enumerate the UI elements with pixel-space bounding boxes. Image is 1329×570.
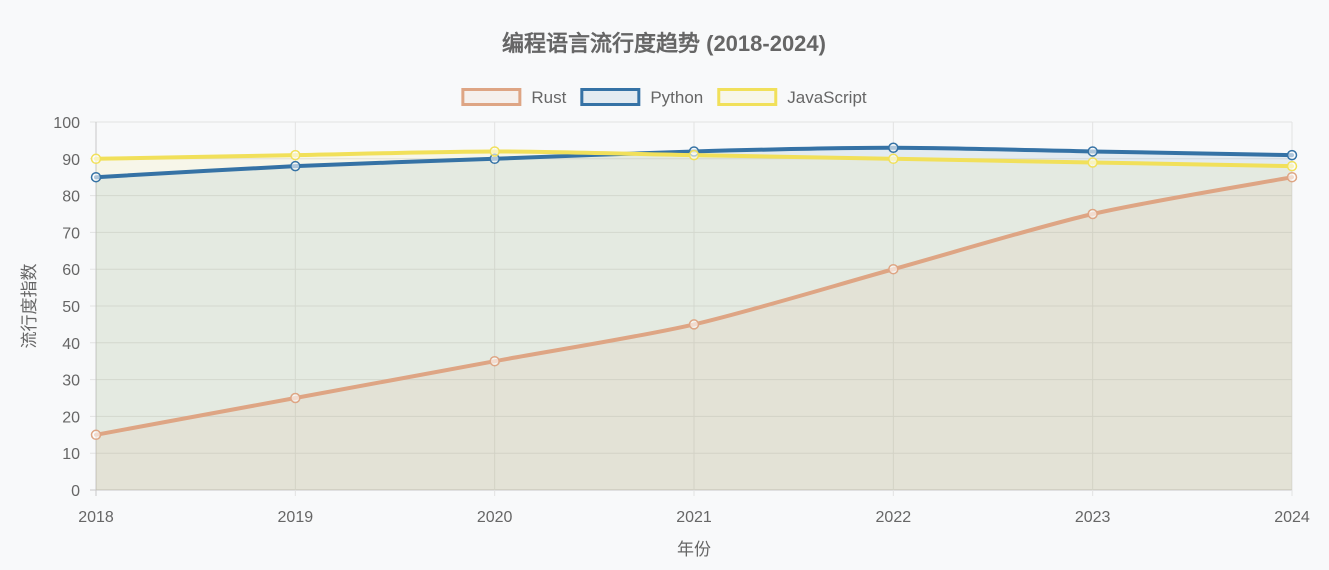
- data-point-javascript[interactable]: [290, 149, 301, 161]
- legend-item-javascript[interactable]: JavaScript: [717, 88, 867, 107]
- x-tick-label: 2020: [477, 509, 513, 526]
- legend[interactable]: Rust Python JavaScript: [461, 88, 867, 107]
- y-tick-label: 60: [62, 262, 80, 279]
- data-point-rust[interactable]: [688, 319, 700, 330]
- data-point-rust[interactable]: [489, 355, 500, 367]
- data-point-javascript[interactable]: [489, 146, 500, 157]
- y-tick-label: 10: [62, 446, 80, 463]
- y-tick-label: 40: [62, 336, 80, 353]
- x-tick-label: 2023: [1075, 509, 1111, 526]
- x-axis-ticks: 2018 2019 2020 2021 2022 2023 2024: [78, 509, 1310, 526]
- data-point-javascript[interactable]: [90, 153, 102, 165]
- x-tick-label: 2021: [676, 509, 712, 526]
- legend-swatch-python: [580, 88, 641, 106]
- data-point-python[interactable]: [290, 160, 301, 172]
- y-tick-label: 100: [53, 115, 80, 132]
- y-tick-label: 50: [62, 299, 80, 316]
- y-tick-label: 70: [62, 225, 80, 242]
- x-tick-label: 2024: [1274, 509, 1310, 526]
- y-tick-label: 90: [62, 152, 80, 169]
- data-point-rust[interactable]: [888, 263, 899, 275]
- y-tick-label: 80: [62, 189, 80, 206]
- legend-label-javascript: JavaScript: [787, 88, 867, 107]
- data-point-javascript[interactable]: [888, 153, 899, 165]
- data-point-javascript[interactable]: [1087, 157, 1098, 168]
- legend-item-python[interactable]: Python: [580, 88, 703, 107]
- data-point-rust[interactable]: [1286, 171, 1298, 183]
- grid: [90, 121, 1293, 496]
- y-axis-title: 流行度指数: [20, 264, 39, 349]
- series-fill-rust: [96, 177, 1292, 490]
- data-point-javascript[interactable]: [1286, 160, 1298, 172]
- series-points: [90, 142, 1298, 441]
- x-tick-label: 2022: [876, 509, 912, 526]
- legend-swatch-rust: [461, 88, 522, 106]
- series-fill-python: [96, 147, 1292, 490]
- y-tick-label: 0: [71, 483, 80, 500]
- data-point-python[interactable]: [888, 142, 899, 154]
- legend-label-rust: Rust: [531, 88, 566, 107]
- y-axis-ticks: 0 10 20 30 40 50 60 70 80 90 100: [53, 115, 80, 500]
- data-point-rust[interactable]: [290, 392, 301, 404]
- y-tick-label: 20: [62, 409, 80, 426]
- data-point-python[interactable]: [1087, 146, 1098, 157]
- data-point-rust[interactable]: [1087, 208, 1098, 220]
- x-tick-label: 2018: [78, 509, 114, 526]
- legend-item-rust[interactable]: Rust: [461, 88, 567, 107]
- y-tick-label: 30: [62, 373, 80, 390]
- legend-label-python: Python: [650, 88, 703, 107]
- chart-title: 编程语言流行度趋势 (2018-2024): [502, 31, 826, 56]
- x-tick-label: 2019: [278, 509, 314, 526]
- data-point-rust[interactable]: [90, 429, 102, 441]
- x-axis-title: 年份: [677, 540, 711, 559]
- data-point-python[interactable]: [90, 171, 102, 183]
- series-fills: [96, 147, 1292, 490]
- data-point-python[interactable]: [1286, 149, 1298, 161]
- legend-swatch-javascript: [717, 88, 778, 106]
- data-point-javascript[interactable]: [688, 149, 700, 161]
